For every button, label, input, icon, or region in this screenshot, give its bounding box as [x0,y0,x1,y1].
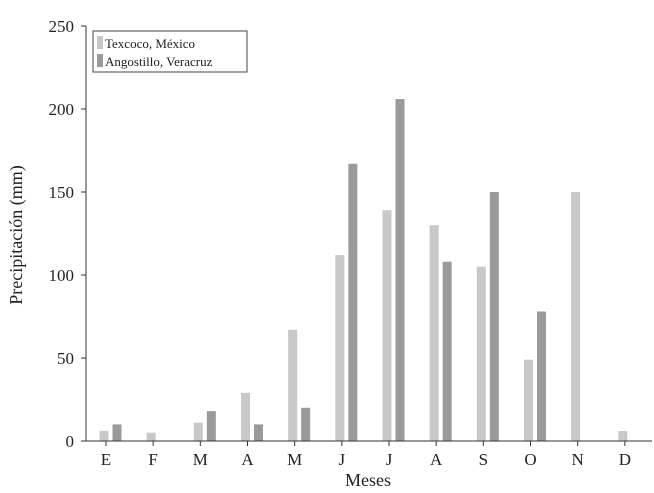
y-tick-label: 100 [49,266,75,285]
y-axis-title: Precipitación (mm) [6,165,27,304]
legend: Texcoco, México Angostillo, Veracruz [92,30,248,73]
bar-texcoco [524,359,533,441]
bar-angostillo [301,407,311,441]
bar-texcoco [429,225,439,441]
x-tick-label: A [241,450,254,469]
bar-texcoco [288,329,298,441]
x-axis-title: Meses [345,470,391,490]
y-tick-label: 150 [49,183,75,202]
x-tick-label: N [572,450,584,469]
y-tick-label: 250 [49,17,75,36]
bar-angostillo [206,411,216,441]
x-tick-label: J [339,450,346,469]
x-tick-label: F [148,450,157,469]
bar-angostillo [537,311,546,441]
bar-angostillo [489,192,499,441]
y-tick-label: 0 [66,432,75,451]
x-tick-label: S [479,450,488,469]
bar-angostillo [348,163,358,441]
legend-box [92,30,248,73]
bar-texcoco [335,255,345,441]
x-tick-label: M [287,450,302,469]
x-tick-label: O [524,450,536,469]
bar-texcoco [618,431,628,441]
legend-swatch-angostillo [97,54,103,67]
x-tick-label: M [193,450,208,469]
bar-texcoco [146,432,156,441]
x-tick-label: E [101,450,111,469]
bar-angostillo [395,99,405,441]
x-tick-label: A [430,450,443,469]
bar-texcoco [571,192,581,441]
bar-texcoco [99,431,109,441]
bar-texcoco [193,422,203,441]
legend-swatch-texcoco [97,36,103,49]
bar-angostillo [112,424,122,441]
legend-label-texcoco: Texcoco, México [105,36,195,51]
plot-area [99,99,628,441]
y-tick-label: 200 [49,100,75,119]
bar-angostillo [254,424,263,441]
bar-angostillo [442,261,452,441]
legend-label-angostillo: Angostillo, Veracruz [105,54,213,69]
y-tick-label: 50 [57,349,74,368]
bar-texcoco [382,210,392,441]
x-tick-label: J [386,450,393,469]
y-ticks: 0 50 100 150 200 250 [49,17,86,451]
bar-texcoco [241,392,250,441]
axes [85,26,652,442]
bar-texcoco [476,266,486,441]
x-tick-label: D [619,450,631,469]
